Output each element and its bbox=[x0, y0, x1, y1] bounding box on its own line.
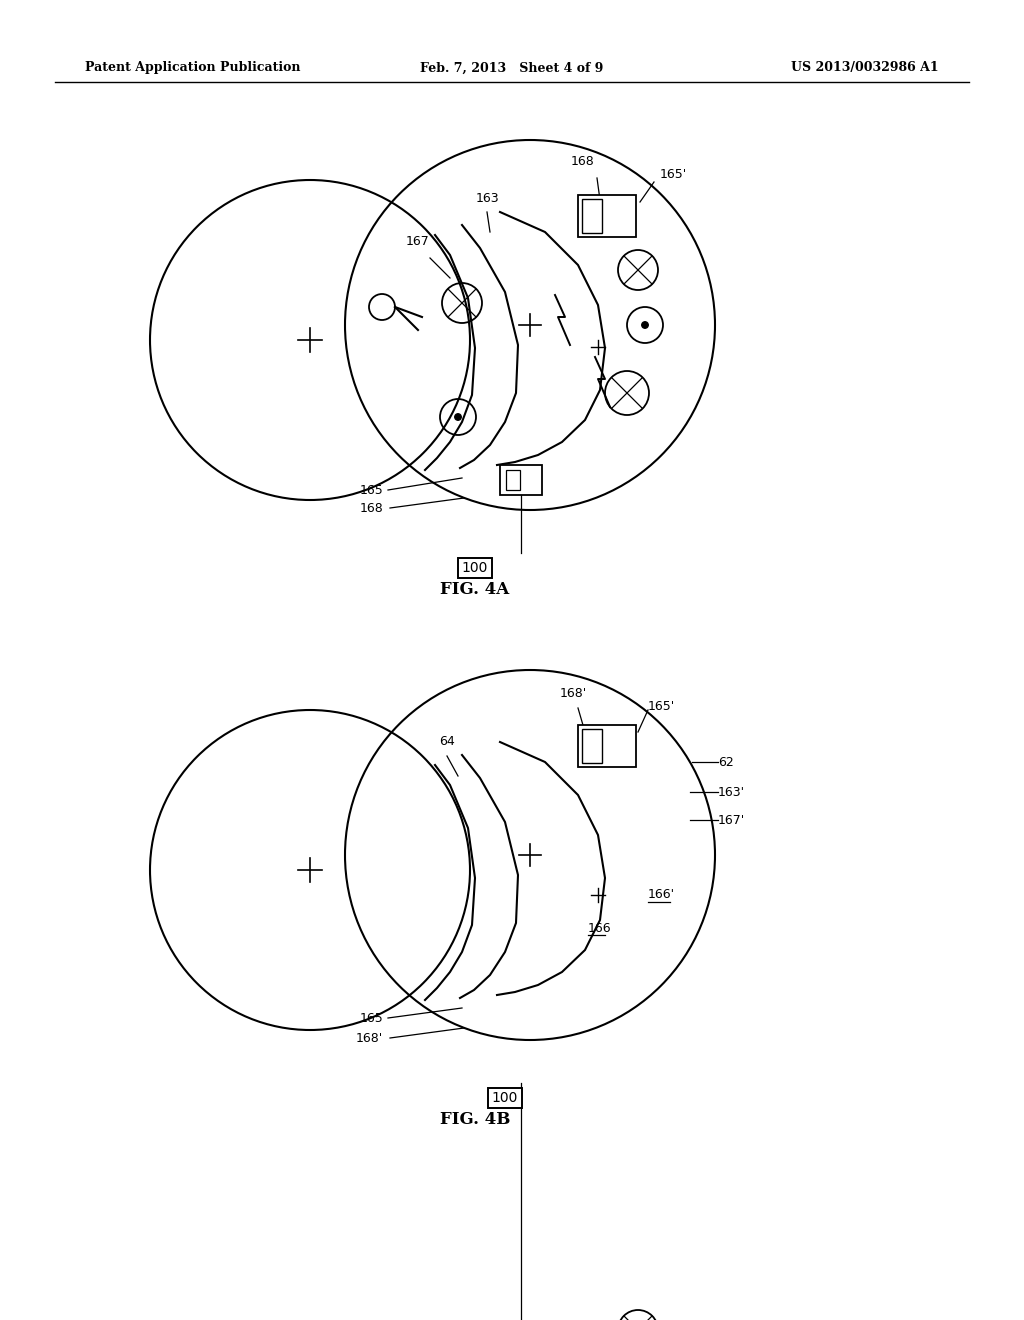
Text: 168: 168 bbox=[571, 154, 595, 168]
Text: 163: 163 bbox=[475, 191, 499, 205]
Text: 163': 163' bbox=[718, 785, 745, 799]
Text: 167': 167' bbox=[718, 813, 745, 826]
Text: 167: 167 bbox=[407, 235, 430, 248]
Text: US 2013/0032986 A1: US 2013/0032986 A1 bbox=[792, 62, 939, 74]
Bar bbox=[578, 195, 636, 238]
Text: FIG. 4A: FIG. 4A bbox=[440, 582, 510, 598]
Text: FIG. 4B: FIG. 4B bbox=[440, 1111, 510, 1129]
Bar bbox=[506, 470, 520, 490]
Bar bbox=[582, 199, 602, 234]
Text: 165: 165 bbox=[359, 483, 383, 496]
Circle shape bbox=[642, 322, 648, 329]
Circle shape bbox=[455, 413, 461, 420]
Text: 100: 100 bbox=[492, 1092, 518, 1105]
Bar bbox=[578, 725, 636, 767]
Text: 168: 168 bbox=[359, 502, 383, 515]
Text: 165': 165' bbox=[660, 169, 687, 181]
Text: Feb. 7, 2013   Sheet 4 of 9: Feb. 7, 2013 Sheet 4 of 9 bbox=[420, 62, 604, 74]
Text: 168': 168' bbox=[355, 1031, 383, 1044]
Text: 64: 64 bbox=[439, 735, 455, 748]
Bar bbox=[582, 729, 602, 763]
Text: 100: 100 bbox=[462, 561, 488, 576]
Text: 165: 165 bbox=[359, 1011, 383, 1024]
Text: 168': 168' bbox=[559, 686, 587, 700]
Text: 166: 166 bbox=[588, 921, 611, 935]
Text: Patent Application Publication: Patent Application Publication bbox=[85, 62, 300, 74]
Text: 165': 165' bbox=[648, 700, 675, 713]
Text: 62: 62 bbox=[718, 755, 734, 768]
Text: 166': 166' bbox=[648, 888, 675, 902]
Bar bbox=[500, 465, 542, 495]
